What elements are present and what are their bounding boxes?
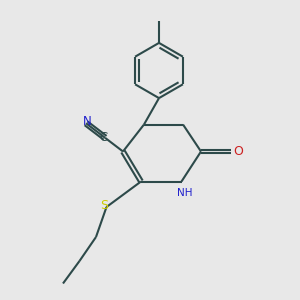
Text: C: C xyxy=(99,131,107,144)
Text: O: O xyxy=(234,145,243,158)
Text: S: S xyxy=(100,199,108,212)
Text: N: N xyxy=(83,115,92,128)
Text: NH: NH xyxy=(177,188,192,198)
